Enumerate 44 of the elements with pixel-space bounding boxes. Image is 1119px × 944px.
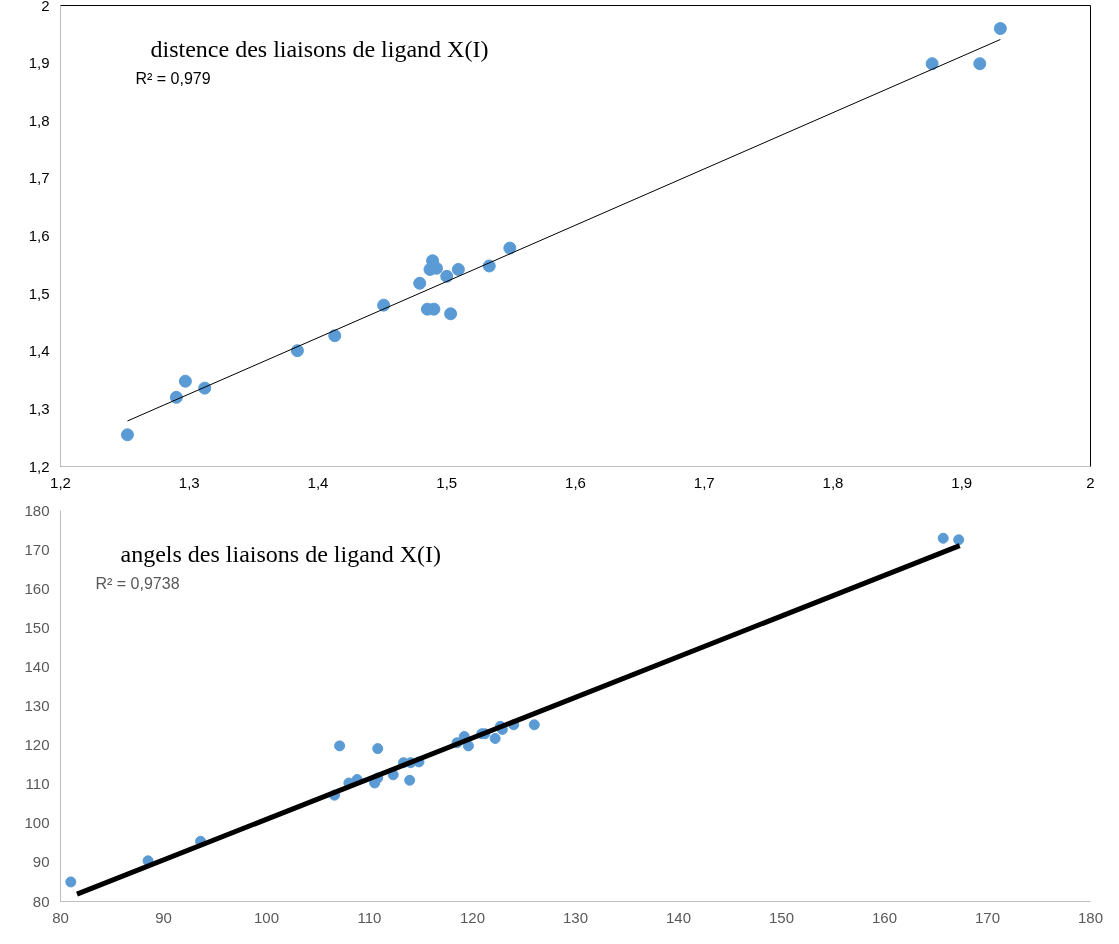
y-tick-label: 130 <box>24 697 50 714</box>
x-tick-label: 130 <box>562 908 589 926</box>
y-tick-label: 160 <box>24 579 50 597</box>
x-tick-label: 110 <box>357 908 382 926</box>
y-tick-label: 110 <box>25 775 50 793</box>
y-tick-label: 1,4 <box>28 342 50 360</box>
annotation: R² = 0,979 <box>135 69 211 87</box>
y-tick-label: 1,3 <box>28 399 50 417</box>
x-tick-label: 1,8 <box>822 473 844 491</box>
y-tick-label: 1,6 <box>28 227 50 244</box>
y-tick-label: 90 <box>32 853 50 871</box>
y-tick-label: 140 <box>24 657 50 675</box>
text: angels des liaisons de ligand X(I) <box>120 540 442 567</box>
y-tick-label: 120 <box>24 736 50 754</box>
y-tick-label: 170 <box>24 540 50 558</box>
y-tick-label: 150 <box>24 618 50 636</box>
x-tick-label: 120 <box>459 908 486 926</box>
x-tick-label: 170 <box>974 908 1001 926</box>
y-tick-label: 1,7 <box>28 169 50 187</box>
x-tick-label: 150 <box>768 908 795 926</box>
y-tick-label: 100 <box>24 814 50 832</box>
x-tick-label: 180 <box>1077 908 1104 926</box>
x-tick-label: 140 <box>665 908 692 926</box>
x-tick-label: 2 <box>1086 473 1095 491</box>
x-tick-label: 1,2 <box>50 473 71 491</box>
x-tick-label: 100 <box>253 908 280 926</box>
y-tick-label: 80 <box>32 892 50 910</box>
x-tick-label: 1,7 <box>693 473 715 491</box>
y-tick-label: 180 <box>24 501 50 519</box>
x-tick-label: 1,4 <box>307 473 329 491</box>
x-tick-label: 160 <box>871 908 898 926</box>
x-tick-label: 90 <box>155 908 172 926</box>
x-tick-label: 80 <box>52 908 69 926</box>
y-tick-label: 1,8 <box>28 111 50 129</box>
annotation: R² = 0,9738 <box>95 574 180 592</box>
x-tick-label: 1,5 <box>436 473 458 491</box>
x-tick-label: 1,9 <box>951 473 973 491</box>
y-tick-label: 1,5 <box>28 284 50 302</box>
y-tick-label: 1,9 <box>28 54 50 72</box>
y-tick-label: 2 <box>41 0 50 14</box>
x-tick-label: 1,3 <box>178 473 200 491</box>
y-tick-label: 1,2 <box>28 457 50 475</box>
text: distence des liaisons de ligand X(I) <box>150 35 489 62</box>
x-tick-label: 1,6 <box>565 473 586 491</box>
